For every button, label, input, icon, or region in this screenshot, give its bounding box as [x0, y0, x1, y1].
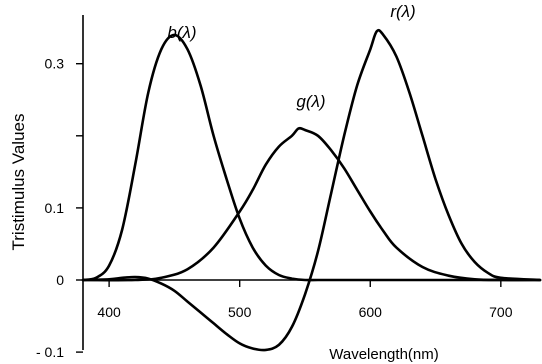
y-axis-title: Tristimulus Values: [9, 114, 28, 251]
b-curve: [81, 33, 542, 282]
curve-label-b: b(λ): [167, 23, 196, 42]
x-tick-label-400: 400: [97, 304, 121, 320]
curve-label-r: r(λ): [390, 2, 415, 21]
x-tick-label-500: 500: [228, 304, 252, 320]
axis-ticks: 400 500 600 700 0.3 0.1 0 - 0.1: [36, 56, 513, 360]
plot-area: 400 500 600 700 0.3 0.1 0 - 0.1: [36, 15, 542, 360]
x-tick-label-700: 700: [489, 304, 513, 320]
x-tick-label-600: 600: [359, 304, 383, 320]
y-tick-label-2: 0.1: [45, 200, 65, 216]
y-tick-label-0: 0.3: [45, 56, 65, 72]
y-tick-label-3: 0: [56, 272, 64, 288]
g-curve: [81, 126, 542, 282]
curve-label-g: g(λ): [296, 92, 325, 111]
x-axis-title: Wavelength(nm): [329, 346, 438, 363]
y-tick-label-4: - 0.1: [36, 344, 64, 360]
curves: [81, 28, 542, 352]
r-curve: [81, 28, 542, 352]
